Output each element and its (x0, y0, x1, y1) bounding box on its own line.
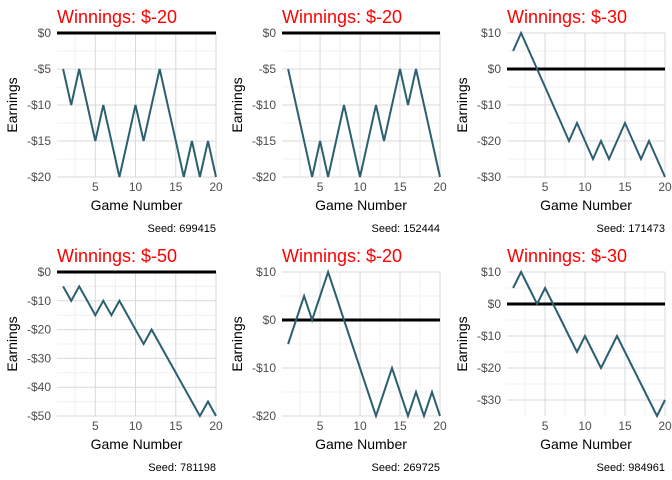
panel-title: Winnings: $-30 (507, 246, 627, 266)
x-tick-label: 10 (353, 180, 367, 194)
seed-caption: Seed: 269725 (371, 462, 440, 474)
y-tick-label: -$10 (27, 98, 51, 112)
x-tick-label: 15 (393, 180, 407, 194)
seed-caption: Seed: 699415 (147, 223, 216, 235)
y-tick-label: -$20 (477, 134, 501, 148)
earnings-series-line (512, 269, 666, 419)
seed-caption: Seed: 152444 (371, 223, 440, 235)
earnings-series-line (287, 68, 441, 178)
seed-caption: Seed: 984961 (596, 462, 665, 474)
chart-panel-4: $0 -$10 -$20 -$30 -$40 -$50 5 10 15 20 Winnings: $… (4, 246, 223, 474)
panel-title: Winnings: $-20 (57, 7, 177, 27)
y-tick-label: -$30 (477, 170, 501, 184)
y-tick-label: -$30 (477, 393, 501, 407)
y-axis-title: Earnings (454, 316, 470, 371)
y-tick-label: -$15 (252, 134, 276, 148)
panel-title: Winnings: $-20 (282, 246, 402, 266)
x-tick-label: 10 (578, 180, 592, 194)
x-tick-label: 15 (393, 419, 407, 433)
panel-title: Winnings: $-20 (282, 7, 402, 27)
y-axis-title: Earnings (454, 77, 470, 132)
y-tick-label: -$30 (27, 351, 51, 365)
chart-panel-3: $10 $0 -$10 -$20 -$30 5 10 15 20 Winnings: $-30 Ga… (454, 7, 672, 235)
x-tick-label: 5 (542, 180, 549, 194)
panel-title: Winnings: $-50 (57, 246, 177, 266)
y-tick-label: -$20 (477, 361, 501, 375)
y-axis-title: Earnings (4, 77, 20, 132)
x-tick-label: 20 (209, 180, 223, 194)
y-tick-label: -$5 (34, 62, 52, 76)
chart-panel-6: $10 $0 -$10 -$20 -$30 5 10 15 20 Winnings: $-30 Ga… (454, 246, 672, 474)
x-tick-label: 10 (129, 419, 143, 433)
earnings-series-line (512, 30, 666, 178)
y-axis-title: Earnings (229, 316, 245, 371)
y-axis-title: Earnings (229, 77, 245, 132)
x-axis-title: Game Number (540, 436, 632, 452)
y-tick-label: -$20 (252, 409, 276, 423)
chart-panel-2: $0 -$5 -$10 -$15 -$20 5 10 15 20 Winnings: $-20 Ga… (229, 7, 447, 235)
earnings-series-line (62, 284, 217, 419)
x-tick-label: 15 (618, 419, 632, 433)
x-tick-label: 15 (169, 180, 183, 194)
y-tick-label: -$40 (27, 380, 51, 394)
y-tick-label: -$10 (252, 98, 276, 112)
panel-title: Winnings: $-30 (507, 7, 627, 27)
x-tick-label: 5 (317, 180, 324, 194)
chart-panel-1: $0 -$5 -$10 -$15 -$20 5 10 15 20 Winnings: $-20 Ga… (4, 7, 223, 235)
y-tick-label: -$10 (477, 98, 501, 112)
y-tick-label: $0 (488, 62, 502, 76)
seed-caption: Seed: 781198 (148, 462, 216, 474)
x-tick-label: 15 (618, 180, 632, 194)
x-tick-label: 20 (658, 419, 672, 433)
seed-caption: Seed: 171473 (596, 223, 665, 235)
chart-panel-5: $10 $0 -$10 -$20 5 10 15 20 Winnings: $-20 Game N… (229, 246, 447, 474)
x-axis-title: Game Number (540, 197, 632, 213)
x-tick-label: 20 (658, 180, 672, 194)
x-tick-label: 5 (92, 419, 99, 433)
y-tick-label: -$20 (252, 170, 276, 184)
x-tick-label: 10 (129, 180, 143, 194)
y-tick-label: -$50 (27, 409, 51, 423)
y-tick-label: $0 (38, 26, 52, 40)
x-axis-title: Game Number (315, 436, 407, 452)
y-tick-label: -$10 (27, 294, 51, 308)
x-tick-label: 5 (92, 180, 99, 194)
earnings-series-line (62, 68, 217, 178)
y-tick-label: $0 (488, 297, 502, 311)
y-tick-label: -$10 (477, 329, 501, 343)
x-tick-label: 10 (353, 419, 367, 433)
y-tick-label: -$20 (27, 170, 51, 184)
y-tick-label: -$15 (27, 134, 51, 148)
x-tick-label: 15 (169, 419, 183, 433)
y-tick-label: $10 (481, 265, 501, 279)
x-axis-title: Game Number (91, 436, 183, 452)
y-tick-label: $0 (263, 26, 277, 40)
x-tick-label: 10 (578, 419, 592, 433)
y-tick-label: $0 (38, 265, 52, 279)
y-tick-label: $10 (256, 265, 276, 279)
y-tick-label: $0 (263, 313, 277, 327)
y-tick-label: -$10 (252, 361, 276, 375)
y-tick-label: -$5 (259, 62, 277, 76)
x-axis-title: Game Number (91, 197, 183, 213)
earnings-series-line (287, 268, 441, 420)
y-axis-title: Earnings (4, 316, 20, 371)
x-tick-label: 5 (542, 419, 549, 433)
x-tick-label: 5 (317, 419, 324, 433)
x-axis-title: Game Number (315, 197, 407, 213)
y-tick-label: -$20 (27, 323, 51, 337)
x-tick-label: 20 (209, 419, 223, 433)
x-tick-label: 20 (433, 180, 447, 194)
x-tick-label: 20 (433, 419, 447, 433)
y-tick-label: $10 (481, 26, 501, 40)
